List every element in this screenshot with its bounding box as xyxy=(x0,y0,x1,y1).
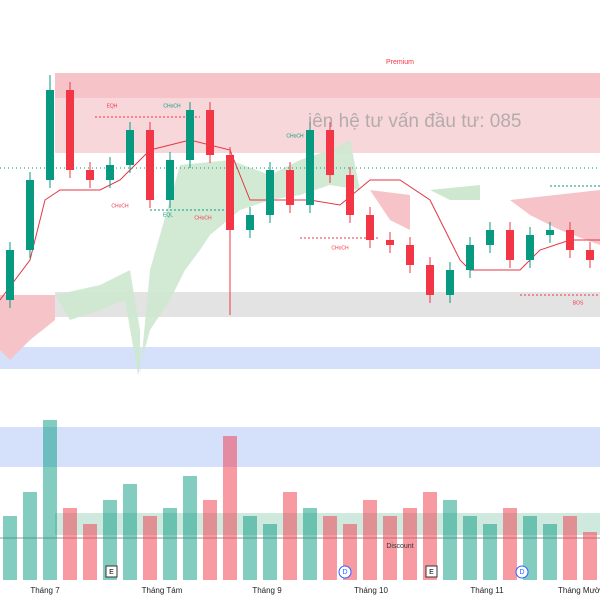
candle-body xyxy=(286,170,294,205)
event-icon[interactable] xyxy=(338,565,352,579)
volume-bar xyxy=(503,508,517,580)
volume-bar xyxy=(63,508,77,580)
x-tick-label: Tháng 10 xyxy=(354,586,388,595)
marks xyxy=(3,75,597,580)
volume-bar xyxy=(283,492,297,580)
candle-body xyxy=(206,110,214,155)
volume-bar xyxy=(183,476,197,580)
structure-label: CHoCH xyxy=(111,203,129,209)
candle-body xyxy=(406,245,414,265)
candle-body xyxy=(566,230,574,250)
volume-bar xyxy=(463,516,477,580)
structure-label: BOS xyxy=(573,300,584,306)
volume-bar xyxy=(423,492,437,580)
event-label: D xyxy=(342,569,347,576)
candle-body xyxy=(166,160,174,200)
volume-bar xyxy=(263,524,277,580)
candle-body xyxy=(6,250,14,300)
candle-body xyxy=(146,130,154,200)
volume-bar xyxy=(523,516,537,580)
candle-body xyxy=(106,165,114,180)
candle-body xyxy=(126,130,134,165)
x-tick-label: Tháng 9 xyxy=(252,586,282,595)
candle-body xyxy=(586,250,594,260)
x-tick-label: Tháng Mườ xyxy=(558,586,600,595)
candle-body xyxy=(346,175,354,215)
volume-bar xyxy=(103,500,117,580)
structure-label: EQL xyxy=(163,212,173,218)
volume-bar xyxy=(483,524,497,580)
structure-label: CHoCH xyxy=(331,245,349,251)
x-tick-label: Tháng Tám xyxy=(142,586,183,595)
premium-top xyxy=(55,73,600,98)
candle-body xyxy=(386,240,394,245)
candle-body xyxy=(26,180,34,250)
volume-bar xyxy=(303,508,317,580)
candle-body xyxy=(506,230,514,260)
x-tick-label: Tháng 11 xyxy=(470,586,504,595)
blue-zone xyxy=(0,347,600,369)
watermark: iên hệ tư vấn đầu tư: 085 xyxy=(308,111,521,132)
equilibrium-zone xyxy=(55,292,600,317)
volume-bar xyxy=(83,524,97,580)
volume-bar xyxy=(243,516,257,580)
event-label: D xyxy=(519,569,524,576)
structure-label: CHoCH xyxy=(163,103,181,109)
volume-bar xyxy=(163,508,177,580)
structure-label: EQH xyxy=(107,103,118,109)
structure-label: CHoCH xyxy=(194,215,212,221)
volume-bar xyxy=(383,516,397,580)
candle-body xyxy=(266,170,274,215)
volume-bar xyxy=(323,516,337,580)
blue-zone xyxy=(0,427,600,467)
candle-body xyxy=(66,90,74,170)
candle-body xyxy=(446,270,454,295)
zone-label: Premium xyxy=(386,59,414,66)
volume-bar xyxy=(583,532,597,580)
event-icon[interactable] xyxy=(105,565,118,578)
candle-body xyxy=(546,230,554,235)
candle-body xyxy=(86,170,94,180)
candle-body xyxy=(486,230,494,245)
candle-body xyxy=(466,245,474,270)
volume-bar xyxy=(223,436,237,580)
candle-body xyxy=(186,110,194,160)
cloud xyxy=(370,190,410,230)
event-icon[interactable] xyxy=(515,565,529,579)
volume-bar xyxy=(443,500,457,580)
candle-body xyxy=(526,235,534,260)
cloud xyxy=(0,295,55,360)
x-tick-label: Tháng 7 xyxy=(30,586,60,595)
zone-label: Discount xyxy=(386,543,413,550)
candle-body xyxy=(246,215,254,230)
volume-bar xyxy=(203,500,217,580)
structure-label: CHoCH xyxy=(286,133,304,139)
cloud xyxy=(430,185,480,200)
event-label: E xyxy=(109,569,114,576)
event-label: E xyxy=(429,569,434,576)
volume-bar xyxy=(143,516,157,580)
event-icon[interactable] xyxy=(425,565,438,578)
volume-bar xyxy=(123,484,137,580)
volume-bar xyxy=(3,516,17,580)
candle-body xyxy=(326,130,334,175)
candle-body xyxy=(366,215,374,240)
candle-body xyxy=(306,130,314,205)
candle-body xyxy=(226,155,234,230)
candle-body xyxy=(426,265,434,295)
volume-bar xyxy=(363,500,377,580)
cloud xyxy=(55,140,360,375)
volume-bar xyxy=(543,524,557,580)
candle-body xyxy=(46,90,54,180)
cloud xyxy=(510,190,600,245)
volume-bar xyxy=(403,508,417,580)
volume-bar xyxy=(23,492,37,580)
baseline xyxy=(0,139,600,301)
volume-bar xyxy=(563,516,577,580)
volume-bar xyxy=(43,420,57,580)
